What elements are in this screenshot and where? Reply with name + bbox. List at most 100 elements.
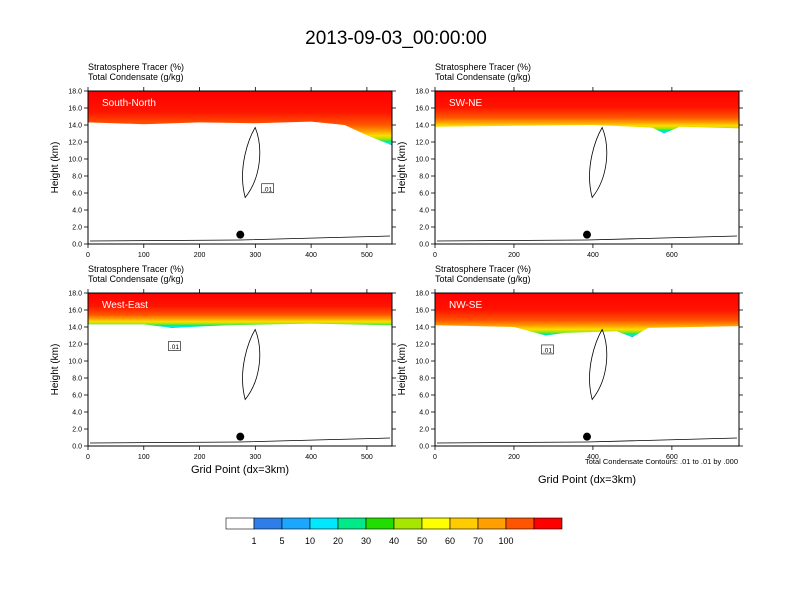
colorbar-label: 60 (445, 536, 455, 546)
x-tick-label: 300 (249, 252, 261, 259)
y-tick-label: 18.0 (68, 89, 82, 96)
y-tick-label: 10.0 (68, 157, 82, 164)
condensate-contour (242, 328, 261, 401)
x-tick-label: 600 (666, 252, 678, 259)
colorbar-label: 1 (251, 536, 256, 546)
x-tick-label: 600 (666, 454, 678, 461)
y-tick-label: 8.0 (419, 174, 429, 181)
y-tick-label: 12.0 (415, 140, 429, 147)
contour-label: .01 (263, 186, 272, 193)
y-tick-label: 4.0 (419, 208, 429, 215)
plot-frame (87, 292, 393, 447)
contour-label: .01 (543, 347, 552, 354)
x-axis-label-right: Grid Point (dx=3km) (538, 474, 636, 486)
y-tick-label: 2.0 (72, 225, 82, 232)
y-tick-label: 16.0 (68, 106, 82, 113)
y-tick-label: 12.0 (68, 140, 82, 147)
panel-header-condensate: Total Condensate (g/kg) (435, 274, 531, 284)
condensate-contour-surface (89, 235, 391, 242)
condensate-contour (589, 328, 608, 401)
y-tick-label: 2.0 (72, 427, 82, 434)
colorbar-box (421, 517, 451, 530)
colorbar-label: 40 (389, 536, 399, 546)
y-tick-label: 8.0 (72, 376, 82, 383)
colorbar-label: 5 (279, 536, 284, 546)
colorbar-label: 10 (305, 536, 315, 546)
colorbar-label: 50 (417, 536, 427, 546)
y-axis-label: Height (km) (50, 142, 61, 194)
x-tick-label: 0 (433, 454, 437, 461)
y-tick-label: 12.0 (68, 342, 82, 349)
x-tick-label: 200 (194, 454, 206, 461)
panel-header-condensate: Total Condensate (g/kg) (435, 72, 531, 82)
condensate-contour-surface (89, 437, 391, 444)
y-tick-label: 14.0 (68, 123, 82, 130)
y-tick-label: 0.0 (419, 444, 429, 451)
colorbar-box (533, 517, 563, 530)
location-marker (583, 230, 591, 239)
x-tick-label: 500 (361, 252, 373, 259)
y-tick-label: 4.0 (72, 410, 82, 417)
contour-label-box (541, 344, 554, 355)
colorbar-box (253, 517, 283, 530)
plot-frame (87, 90, 393, 245)
y-tick-label: 14.0 (68, 325, 82, 332)
y-tick-label: 14.0 (415, 325, 429, 332)
colorbar-box (393, 517, 423, 530)
y-axis-label: Height (km) (397, 344, 408, 396)
y-tick-label: 6.0 (72, 191, 82, 198)
y-axis-label: Height (km) (50, 344, 61, 396)
colorbar-label: 100 (498, 536, 513, 546)
stratosphere-tracer-band (435, 293, 739, 338)
panel-label: South-North (102, 98, 156, 109)
x-tick-label: 500 (361, 454, 373, 461)
contour-label-box (168, 341, 181, 351)
x-tick-label: 400 (305, 252, 317, 259)
y-tick-label: 16.0 (415, 106, 429, 113)
y-tick-label: 16.0 (415, 308, 429, 315)
x-tick-label: 100 (138, 454, 150, 461)
y-tick-label: 4.0 (419, 410, 429, 417)
panel-label: SW-NE (449, 98, 482, 109)
panel-nw-se: Stratosphere Tracer (%)Total Condensate … (397, 264, 743, 461)
contour-label: .01 (170, 344, 179, 351)
plot-frame (434, 90, 740, 245)
condensate-contour (589, 126, 608, 199)
contour-label-box (261, 183, 274, 194)
colorbar-box (365, 517, 395, 530)
colorbar-box (477, 517, 507, 530)
colorbar-label: 70 (473, 536, 483, 546)
panel-header-condensate: Total Condensate (g/kg) (88, 274, 184, 284)
panel-sw-ne: Stratosphere Tracer (%)Total Condensate … (397, 62, 743, 259)
y-axis-label: Height (km) (397, 142, 408, 194)
panel-header-tracer: Stratosphere Tracer (%) (88, 62, 184, 72)
colorbar-label: 20 (333, 536, 343, 546)
y-tick-label: 10.0 (415, 359, 429, 366)
y-tick-label: 10.0 (68, 359, 82, 366)
y-tick-label: 12.0 (415, 342, 429, 349)
x-tick-label: 200 (194, 252, 206, 259)
y-tick-label: 0.0 (419, 242, 429, 249)
x-tick-label: 0 (433, 252, 437, 259)
y-tick-label: 2.0 (419, 225, 429, 232)
y-tick-label: 0.0 (72, 444, 82, 451)
location-marker (236, 432, 245, 441)
plot-frame (434, 292, 740, 447)
y-tick-label: 8.0 (419, 376, 429, 383)
x-tick-label: 400 (587, 252, 599, 259)
colorbar-label: 30 (361, 536, 371, 546)
panel-south-north: Stratosphere Tracer (%)Total Condensate … (50, 62, 396, 259)
location-marker (236, 230, 245, 239)
x-tick-label: 100 (138, 252, 150, 259)
x-tick-label: 200 (508, 252, 520, 259)
y-tick-label: 18.0 (415, 89, 429, 96)
x-tick-label: 400 (587, 454, 599, 461)
colorbar-box (281, 517, 311, 530)
panel-header-tracer: Stratosphere Tracer (%) (88, 264, 184, 274)
stratosphere-tracer-band (435, 91, 739, 134)
colorbar-box (337, 517, 367, 530)
panel-header-condensate: Total Condensate (g/kg) (88, 72, 184, 82)
location-marker (583, 432, 591, 441)
panel-label: NW-SE (449, 300, 482, 311)
